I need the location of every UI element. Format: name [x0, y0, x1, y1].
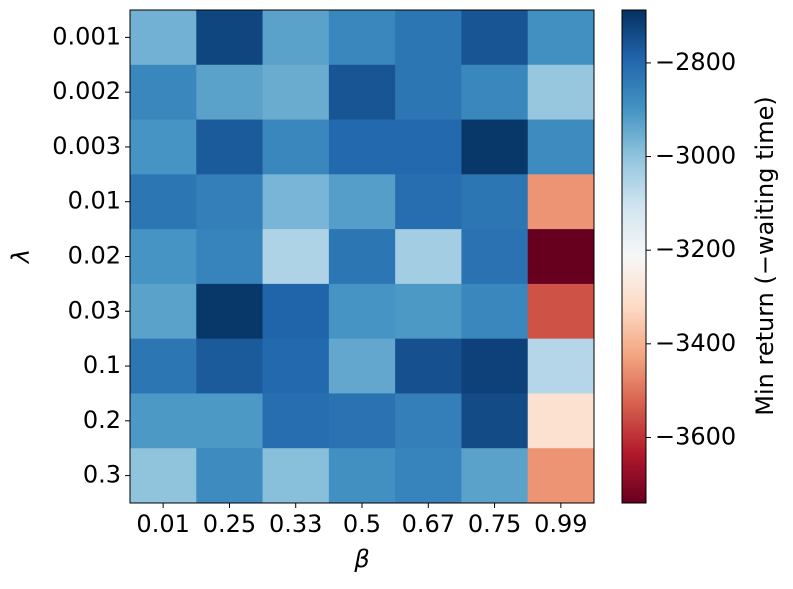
heatmap-cell: [461, 393, 529, 449]
heatmap-cell: [196, 393, 264, 449]
heatmap-cell: [262, 448, 330, 504]
colorbar-tick-label: −2800: [655, 48, 736, 76]
heatmap-cell: [262, 229, 330, 285]
heatmap-cell: [461, 10, 529, 66]
colorbar-tick-label: −3400: [655, 329, 736, 357]
heatmap-cell: [130, 338, 197, 394]
heatmap-cell: [196, 229, 264, 285]
heatmap-cell: [130, 283, 197, 340]
heatmap-cell: [196, 174, 264, 230]
heatmap-cell: [130, 448, 197, 504]
y-tick-label: 0.1: [83, 351, 121, 379]
heatmap-cell: [395, 229, 462, 285]
heatmap-cell: [196, 283, 264, 340]
heatmap-cell: [196, 64, 264, 121]
colorbar-tick-label: −3600: [655, 422, 736, 450]
heatmap-cell: [461, 119, 529, 175]
y-tick-label: 0.002: [52, 77, 121, 105]
heatmap-cell: [461, 338, 529, 394]
x-tick-label: 0.5: [343, 510, 381, 538]
heatmap-cell: [130, 64, 197, 121]
heatmap-cell: [461, 229, 529, 285]
colorbar-label: Min return (−waiting time): [751, 96, 779, 415]
heatmap-cell: [130, 174, 197, 230]
heatmap-cell: [196, 448, 264, 504]
heatmap-cell: [328, 283, 396, 340]
heatmap-cell: [395, 448, 462, 504]
heatmap-cell: [196, 119, 264, 175]
y-tick-label: 0.2: [83, 406, 121, 434]
heatmap-cell: [262, 174, 330, 230]
heatmap-cell: [527, 448, 595, 504]
y-axis-label: λ: [7, 249, 35, 265]
x-axis-label: β: [353, 545, 369, 573]
y-tick-label: 0.001: [52, 22, 121, 50]
heatmap-cell: [527, 64, 595, 121]
heatmap-cell: [527, 283, 595, 340]
heatmap-cell: [395, 338, 462, 394]
heatmap-cell: [262, 283, 330, 340]
y-tick-label: 0.03: [68, 296, 121, 324]
heatmap-cell: [527, 393, 595, 449]
x-tick-label: 0.01: [136, 510, 189, 538]
heatmap-cell: [262, 393, 330, 449]
x-tick-label: 0.99: [534, 510, 587, 538]
heatmap-cell: [395, 10, 462, 66]
colorbar-tick-label: −3000: [655, 142, 736, 170]
heatmap-cell: [328, 393, 396, 449]
heatmap-cell: [328, 10, 396, 66]
heatmap-cell: [328, 448, 396, 504]
heatmap-cell: [262, 10, 330, 66]
heatmap-cell: [130, 10, 197, 66]
x-tick-label: 0.33: [269, 510, 322, 538]
y-tick-label: 0.3: [83, 461, 121, 489]
heatmap-cell: [262, 119, 330, 175]
y-tick-label: 0.02: [68, 242, 121, 270]
y-tick-label: 0.01: [68, 187, 121, 215]
heatmap-cell: [196, 338, 264, 394]
heatmap-cell: [395, 174, 462, 230]
heatmap-cell: [395, 119, 462, 175]
heatmap-cell: [196, 10, 264, 66]
heatmap-cell: [262, 64, 330, 121]
colorbar: [621, 9, 647, 504]
heatmap-cell: [130, 229, 197, 285]
colorbar-tick-label: −3200: [655, 235, 736, 263]
heatmap-cell: [527, 174, 595, 230]
heatmap-cell: [527, 119, 595, 175]
heatmap-cell: [527, 229, 595, 285]
x-tick-label: 0.25: [203, 510, 256, 538]
heatmap-cell: [328, 64, 396, 121]
heatmap-cell: [527, 338, 595, 394]
x-tick-label: 0.67: [402, 510, 455, 538]
heatmap-cell: [395, 283, 462, 340]
heatmap-cell: [130, 119, 197, 175]
heatmap-cell: [130, 393, 197, 449]
heatmap-cell: [395, 393, 462, 449]
heatmap-cell: [461, 283, 529, 340]
heatmap-cell: [262, 338, 330, 394]
heatmap-cell: [461, 64, 529, 121]
heatmap-cell: [328, 119, 396, 175]
heatmap-cell: [461, 448, 529, 504]
x-tick-label: 0.75: [468, 510, 521, 538]
heatmap-cell: [328, 174, 396, 230]
heatmap-cell: [461, 174, 529, 230]
heatmap-cell: [328, 229, 396, 285]
heatmap-cell: [328, 338, 396, 394]
heatmap-cell: [527, 10, 595, 66]
y-tick-label: 0.003: [52, 132, 121, 160]
heatmap-cell: [395, 64, 462, 121]
